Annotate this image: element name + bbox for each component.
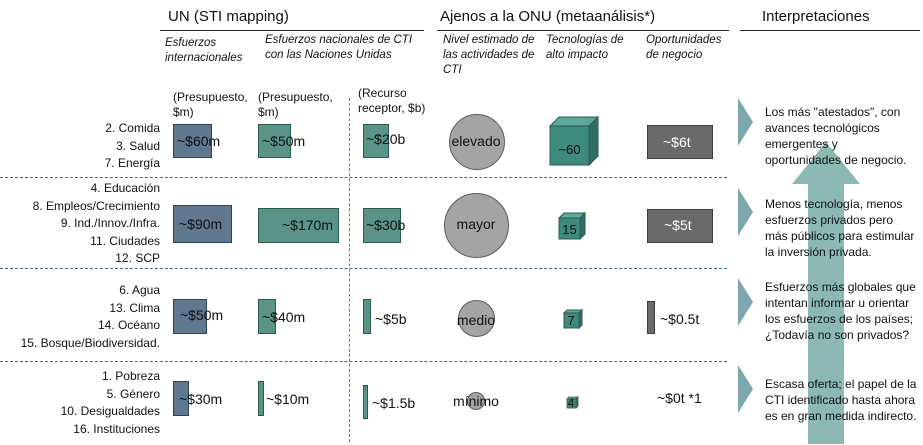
row-separator — [0, 361, 727, 362]
recurso-bar — [363, 124, 389, 158]
int-budget-bar — [173, 381, 189, 416]
recurso-bar — [363, 208, 401, 243]
nac-budget-bar — [258, 381, 264, 416]
sdg-label: 11. Ciudades — [90, 233, 160, 248]
tech-label: 15 — [562, 222, 577, 237]
tech-cube — [548, 115, 600, 167]
recurso-bar — [363, 385, 368, 419]
sdg-label: 4. Educación — [90, 181, 160, 195]
tech-cube — [563, 309, 583, 329]
nac-budget-bar — [258, 299, 276, 334]
nivel-circle — [444, 193, 509, 258]
oport-label: ~$0t *1 — [657, 390, 702, 406]
row-labels-2: 4. Educación 8. Empleos/Crecimiento 9. I… — [2, 180, 160, 268]
header-underline-ajenos — [437, 30, 729, 31]
tech-label: 7 — [567, 313, 575, 328]
tech-cube — [566, 396, 579, 409]
header-underline-un — [160, 30, 424, 31]
oport-label: ~$0.5t — [660, 311, 700, 327]
recurso-label: ~$30b — [366, 217, 406, 233]
recurso-bar — [363, 299, 371, 334]
sdg-label: 14. Océano — [97, 318, 160, 332]
header-ajenos: Ajenos a la ONU (metaanálisis*) — [440, 8, 656, 25]
chevron-marker — [738, 98, 753, 146]
sdg-label: 16. Instituciones — [73, 421, 160, 436]
nivel-circle — [458, 300, 495, 337]
oport-label: ~$6t — [663, 134, 691, 150]
sdg-label: 7. Energía — [104, 156, 160, 170]
int-budget-label: ~$90m — [179, 216, 223, 232]
recurso-label: ~$1.5b — [372, 395, 416, 411]
nivel-label: mínimo — [453, 393, 499, 409]
sdg-label: 13. Clima — [109, 300, 160, 315]
row-labels-4: 1. Pobreza 5. Género 10. Desigualdades 1… — [2, 368, 160, 438]
nivel-label: medio — [456, 312, 496, 328]
sdg-label: 2. Comida — [105, 121, 160, 135]
subheader-esfuerzos-nacionales: Esfuerzos nacionales de CTI con las Naci… — [265, 34, 413, 61]
subheader-nivel: Nivel estimado de las actividades de CTI — [443, 34, 535, 76]
unit-presupuesto-int: (Presupuesto, $m) — [173, 90, 248, 119]
subheader-oportunidades: Oportunidades de negocio — [646, 34, 722, 61]
sdg-label: 12. SCP — [115, 251, 160, 265]
nac-budget-label: ~$50m — [262, 133, 306, 149]
nivel-circle — [449, 114, 505, 170]
sdg-label: 9. Ind./Innov./Infra. — [60, 216, 160, 230]
nac-budget-bar — [258, 124, 291, 158]
sdg-label: 8. Empleos/Crecimiento — [32, 198, 160, 213]
oport-label: ~$5t — [664, 217, 692, 233]
sdg-label: 10. Desigualdades — [60, 404, 160, 418]
interpretation-text: Los más "atestados", con avances tecnoló… — [765, 105, 907, 167]
nivel-label: elevado — [451, 133, 501, 149]
nac-budget-label: ~$40m — [262, 309, 306, 325]
tech-cube — [558, 212, 586, 240]
int-budget-bar — [173, 299, 207, 334]
int-budget-bar — [173, 205, 232, 243]
int-budget-label: ~$60m — [177, 133, 221, 149]
nivel-circle — [467, 392, 485, 410]
chevron-marker — [738, 278, 753, 326]
header-un: UN (STI mapping) — [168, 8, 289, 25]
unit-recurso: (Recurso receptor, $b) — [358, 86, 426, 115]
sdg-label: 15. Bosque/Biodiversidad. — [20, 335, 160, 350]
interpretation-text: Menos tecnología, menos esfuerzos privad… — [765, 197, 915, 259]
subheader-esfuerzos-internacionales: Esfuerzos internacionales — [165, 37, 243, 64]
row-labels-1: 2. Comida 3. Salud 7. Energía — [2, 120, 160, 173]
subheader-tecnologias: Tecnologías de alto impacto — [546, 34, 624, 61]
tech-label: 4 — [567, 396, 575, 410]
sdg-label: 5. Género — [106, 386, 160, 401]
nac-budget-label: ~$170m — [282, 217, 333, 233]
tech-label: ~60 — [558, 142, 581, 157]
int-budget-label: ~$30m — [179, 391, 223, 407]
row-separator — [0, 177, 727, 178]
sdg-label: 3. Salud — [115, 138, 160, 153]
row-separator — [0, 268, 727, 269]
oport-box — [647, 301, 655, 334]
nivel-label: mayor — [456, 216, 496, 232]
chevron-marker — [738, 365, 753, 413]
sdg-label: 1. Pobreza — [101, 369, 160, 383]
interpretation-text: Esfuerzos más globales que intentan info… — [765, 280, 916, 342]
oport-box — [647, 209, 713, 243]
oport-box — [647, 125, 713, 159]
nac-budget-bar — [258, 208, 339, 243]
row-labels-3: 6. Agua 13. Clima 14. Océano 15. Bosque/… — [2, 282, 160, 352]
up-arrow-icon — [792, 142, 860, 444]
int-budget-bar — [173, 124, 212, 158]
recurso-label: ~$5b — [375, 311, 407, 327]
header-interpretaciones: Interpretaciones — [762, 8, 870, 25]
nac-budget-label: ~$10m — [266, 391, 310, 407]
int-budget-label: ~$50m — [180, 307, 224, 323]
interpretation-text: Escasa oferta; el papel de la CTI identi… — [765, 377, 917, 423]
sdg-label: 6. Agua — [119, 283, 160, 297]
recurso-label: ~$20b — [366, 131, 406, 147]
header-underline-interp — [740, 30, 920, 31]
unit-presupuesto-nac: (Presupuesto, $m) — [258, 90, 333, 119]
chevron-marker — [738, 188, 753, 236]
column-separator — [349, 98, 350, 442]
